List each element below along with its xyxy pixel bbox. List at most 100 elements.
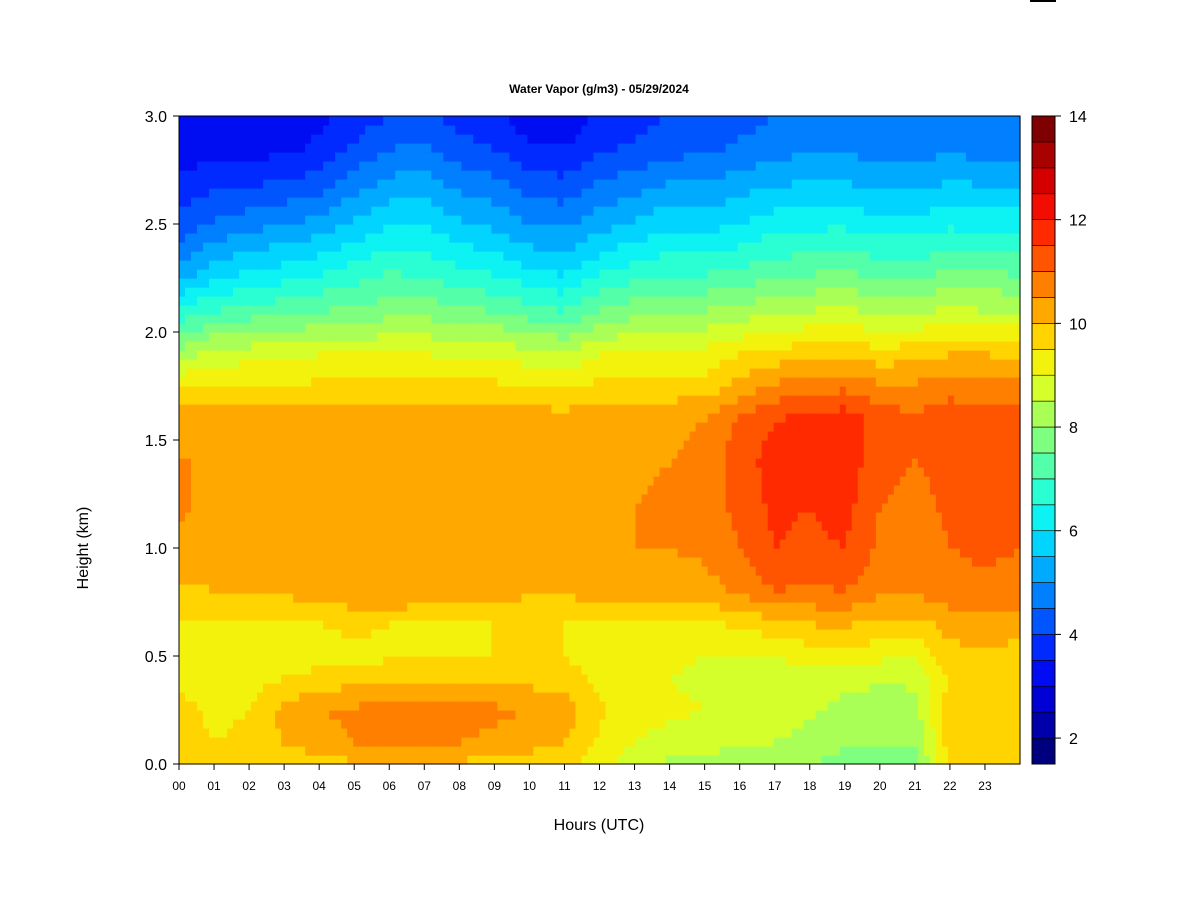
heatmap-cell — [527, 179, 535, 189]
heatmap-cell — [581, 368, 589, 378]
heatmap-cell — [371, 485, 378, 495]
heatmap-cell — [497, 584, 504, 594]
heatmap-cell — [515, 152, 523, 162]
heatmap-cell — [407, 440, 414, 450]
heatmap-cell — [209, 539, 216, 549]
heatmap-cell — [503, 647, 510, 657]
heatmap-cell — [377, 728, 384, 738]
heatmap-cell — [215, 440, 222, 450]
heatmap-cell — [587, 485, 595, 495]
heatmap-cell — [431, 260, 438, 270]
heatmap-cell — [329, 377, 336, 387]
heatmap-cell — [305, 197, 312, 207]
heatmap-cell — [221, 476, 228, 486]
heatmap-cell — [329, 548, 336, 558]
heatmap-cell — [401, 440, 408, 450]
heatmap-cell — [287, 458, 294, 468]
heatmap-cell — [449, 602, 456, 612]
heatmap-cell — [413, 377, 420, 387]
heatmap-cell — [221, 575, 228, 585]
heatmap-cell — [377, 224, 384, 234]
heatmap-cell — [497, 197, 504, 207]
heatmap-cell — [479, 584, 486, 594]
heatmap-cell — [473, 728, 480, 738]
heatmap-cell — [347, 260, 354, 270]
heatmap-cell — [191, 638, 198, 648]
heatmap-cell — [545, 233, 553, 243]
heatmap-cell — [503, 521, 510, 531]
heatmap-cell — [353, 647, 360, 657]
heatmap-cell — [233, 224, 240, 234]
heatmap-cell — [185, 710, 192, 720]
heatmap-cell — [587, 206, 595, 216]
heatmap-cell — [455, 575, 462, 585]
heatmap-cell — [563, 620, 571, 630]
heatmap-cell — [395, 206, 402, 216]
heatmap-cell — [527, 485, 535, 495]
heatmap-cell — [299, 359, 306, 369]
heatmap-cell — [563, 269, 571, 279]
heatmap-cell — [497, 458, 504, 468]
heatmap-cell — [203, 188, 210, 198]
heatmap-cell — [335, 557, 342, 567]
heatmap-cell — [245, 620, 252, 630]
heatmap-cell — [275, 665, 282, 675]
heatmap-cell — [305, 143, 312, 153]
heatmap-cell — [263, 719, 270, 729]
heatmap-cell — [455, 332, 462, 342]
heatmap-cell — [587, 431, 595, 441]
heatmap-cell — [431, 377, 438, 387]
heatmap-cell — [287, 512, 294, 522]
heatmap-cell — [269, 242, 276, 252]
heatmap-cell — [467, 422, 474, 432]
heatmap-cell — [323, 260, 330, 270]
heatmap-cell — [545, 539, 553, 549]
heatmap-cell — [575, 467, 583, 477]
heatmap-cell — [563, 404, 571, 414]
heatmap-cell — [581, 242, 589, 252]
heatmap-cell — [401, 359, 408, 369]
heatmap-cell — [311, 656, 318, 666]
heatmap-cell — [515, 386, 523, 396]
heatmap-cell — [281, 467, 288, 477]
heatmap-cell — [389, 701, 396, 711]
heatmap-cell — [317, 710, 324, 720]
heatmap-cell — [323, 413, 330, 423]
heatmap-cell — [479, 593, 486, 603]
heatmap-cell — [503, 377, 510, 387]
heatmap-cell — [353, 485, 360, 495]
heatmap-cell — [485, 656, 492, 666]
heatmap-cell — [419, 305, 426, 315]
heatmap-cell — [449, 422, 456, 432]
heatmap-cell — [347, 242, 354, 252]
heatmap-cell — [299, 575, 306, 585]
heatmap-cell — [203, 548, 210, 558]
heatmap-cell — [215, 413, 222, 423]
heatmap-cell — [287, 710, 294, 720]
heatmap-cell — [509, 530, 516, 540]
heatmap-cell — [335, 755, 342, 765]
heatmap-cell — [419, 458, 426, 468]
heatmap-cell — [203, 710, 210, 720]
heatmap-cell — [521, 575, 529, 585]
heatmap-cell — [221, 656, 228, 666]
heatmap-cell — [443, 404, 450, 414]
heatmap-cell — [341, 566, 348, 576]
heatmap-cell — [437, 242, 444, 252]
heatmap-cell — [575, 431, 583, 441]
heatmap-cell — [299, 278, 306, 288]
heatmap-cell — [449, 143, 456, 153]
heatmap-cell — [293, 593, 300, 603]
heatmap-cell — [269, 422, 276, 432]
heatmap-cell — [239, 719, 246, 729]
heatmap-cell — [527, 242, 535, 252]
heatmap-cell — [557, 260, 565, 270]
heatmap-cell — [179, 287, 186, 297]
heatmap-cell — [179, 467, 186, 477]
heatmap-cell — [341, 557, 348, 567]
heatmap-cell — [371, 494, 378, 504]
heatmap-cell — [185, 404, 192, 414]
heatmap-cell — [311, 548, 318, 558]
heatmap-cell — [383, 188, 390, 198]
heatmap-cell — [185, 575, 192, 585]
